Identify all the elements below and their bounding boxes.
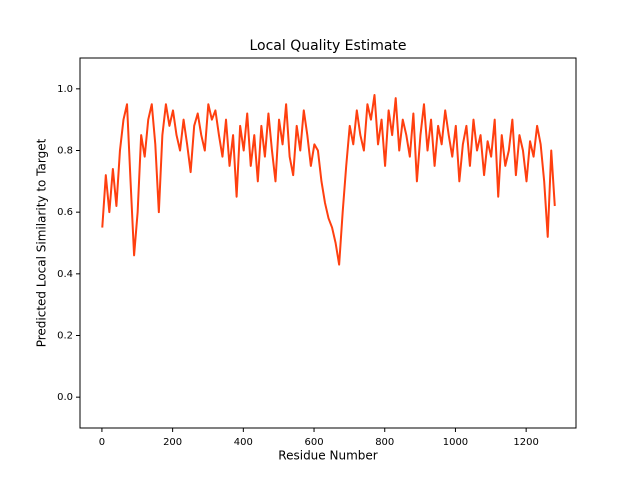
- y-tick-label: 0.4: [57, 269, 73, 280]
- x-tick-label: 1200: [513, 437, 538, 448]
- x-tick-label: 0: [99, 437, 105, 448]
- y-tick-label: 0.8: [57, 146, 73, 157]
- x-tick-label: 400: [234, 437, 253, 448]
- x-axis-label: Residue Number: [278, 449, 377, 463]
- y-tick-label: 0.0: [57, 392, 73, 403]
- chart-title: Local Quality Estimate: [249, 38, 406, 54]
- data-line: [101, 94, 556, 266]
- x-tick-label: 1000: [443, 437, 468, 448]
- y-tick-label: 1.0: [57, 84, 73, 95]
- plot-frame: [79, 57, 577, 429]
- x-tick-label: 800: [375, 437, 394, 448]
- y-axis-label: Predicted Local Similarity to Target: [35, 138, 49, 347]
- x-tick-label: 600: [304, 437, 323, 448]
- x-tick-label: 200: [163, 437, 182, 448]
- y-tick-label: 0.2: [57, 331, 73, 342]
- y-tick-label: 0.6: [57, 207, 73, 218]
